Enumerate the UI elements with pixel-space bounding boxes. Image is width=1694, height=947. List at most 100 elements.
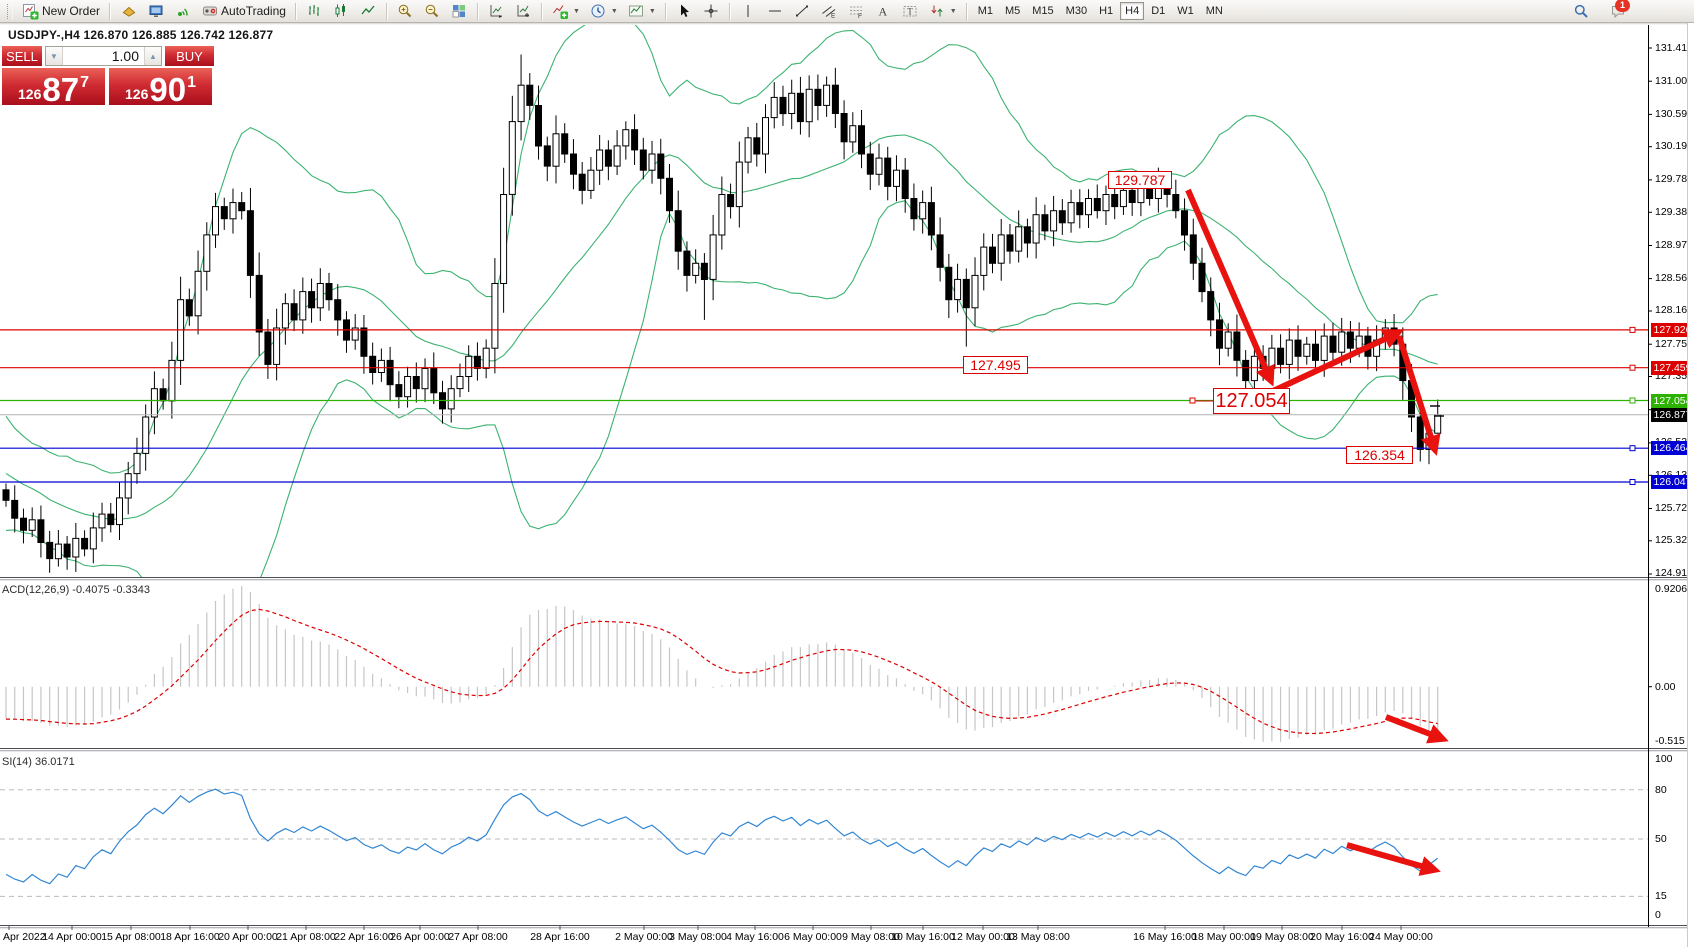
zoom-in-icon[interactable] [392,2,419,21]
tf-mn-button[interactable]: MN [1205,5,1223,17]
time-axis-tick: 21 Apr 08:00 [276,931,336,943]
expert-advisors-icon[interactable] [115,2,142,21]
profile-charts-icon[interactable] [483,2,510,21]
level-price-label[interactable]: 127.926 [1651,323,1694,337]
time-axis-tick: 19 May 08:00 [1250,931,1314,943]
price-annotation-127.054[interactable]: 127.054 [1213,388,1290,414]
vertical-line-icon[interactable] [735,2,762,21]
chart-bars-icon[interactable] [301,2,328,21]
volume-input[interactable]: 1.00 [111,48,139,64]
price-axis-tick: 130.590 [1655,108,1693,120]
tf-m5-button[interactable]: M5 [1004,5,1021,17]
price-axis-tick: 129.380 [1655,206,1693,218]
time-axis-tick: 26 Apr 00:00 [390,931,450,943]
templates-button[interactable]: ▼ [623,1,661,22]
current-price-label: 126.877 [1651,408,1694,422]
hline-handle[interactable] [1629,445,1636,452]
trendline-icon[interactable] [789,2,816,21]
time-axis-tick: 6 May 00:00 [784,931,842,943]
price-axis-tick: 131.410 [1655,42,1693,54]
buy-price-pip: 1 [187,74,196,91]
zoom-out-icon[interactable] [419,2,446,21]
signals-icon[interactable] [169,2,196,21]
level-price-label[interactable]: 126.464 [1651,441,1694,455]
buy-price-box[interactable]: 126 90 1 [109,68,212,108]
tf-m1-button[interactable]: M1 [977,5,993,17]
level-price-label[interactable]: 127.054 [1651,394,1694,408]
chat-icon[interactable]: 1 [1604,0,1631,21]
volume-increase-button[interactable]: ▲ [144,47,161,65]
cursor-icon[interactable] [671,2,698,21]
tf-h1-button[interactable]: H1 [1099,5,1114,17]
svg-text:F: F [858,13,862,19]
rsi-indicator-label: SI(14) 36.0171 [2,756,75,768]
fibonacci-icon[interactable]: F [843,2,870,21]
sell-button[interactable]: SELL [2,46,42,66]
macd-axis-zero: 0.00 [1655,681,1676,693]
buy-button[interactable]: BUY [165,46,214,66]
hline-handle[interactable] [1629,397,1636,404]
autotrading-button[interactable]: AutoTrading [196,1,291,22]
triangle-up-icon: ▲ [149,51,157,61]
price-annotation-127.495[interactable]: 127.495 [963,356,1028,374]
bollinger-upper-band [5,25,1438,474]
chevron-down-icon: ▼ [648,7,656,15]
sell-price-box[interactable]: 126 87 7 [2,68,105,108]
tf-w1-button[interactable]: W1 [1177,5,1194,17]
templates-icon [628,3,645,20]
channel-icon[interactable]: E [816,2,843,21]
tf-m15-button[interactable]: M15 [1032,5,1054,17]
hline-handle[interactable] [1629,326,1636,333]
horizontal-line-icon[interactable] [762,2,789,21]
trend-arrow-5[interactable] [1346,842,1441,876]
price-annotation-126.354[interactable]: 126.354 [1346,446,1413,464]
tf-m30-button[interactable]: M30 [1065,5,1088,17]
sell-price-main: 87 [42,71,80,108]
text-icon[interactable]: A [870,2,897,21]
level-price-label[interactable]: 126.047 [1651,475,1694,489]
chart-candles-icon[interactable] [328,2,355,21]
indicators-button[interactable]: ▼ [547,1,585,22]
price-axis-tick: 125.320 [1655,534,1693,546]
price-annotation-129.787[interactable]: 129.787 [1108,171,1172,189]
time-axis-tick: 15 Apr 08:00 [101,931,161,943]
crosshair-icon[interactable] [698,2,725,21]
sell-price-big-figure: 126 [18,86,42,102]
trend-arrow-3[interactable] [1396,335,1441,456]
svg-text:T: T [907,7,913,17]
time-axis-tick: 10 May 16:00 [891,931,955,943]
trend-arrow-2[interactable] [1271,329,1404,394]
terminal-icon[interactable] [142,2,169,21]
tf-d1-button[interactable]: D1 [1151,5,1166,17]
tile-windows-icon[interactable] [446,2,473,21]
bollinger-lower-band [5,200,1439,577]
time-axis-tick: Apr 2022 [3,931,46,943]
new-order-button[interactable]: New Order [17,1,105,22]
level-price-label[interactable]: 127.459 [1651,361,1694,375]
rsi-axis-tick: 15 [1655,890,1667,902]
periods-button[interactable]: ▼ [585,1,623,22]
search-icon[interactable] [1567,2,1594,21]
hline-handle[interactable] [1629,479,1636,485]
volume-decrease-button[interactable]: ▼ [46,47,63,65]
shapes-button[interactable]: ▼ [924,1,962,22]
svg-text:A: A [879,5,888,19]
profile-save-icon[interactable] [510,2,537,21]
chart-line-icon[interactable] [355,2,382,21]
separator [109,2,112,20]
hline-handle[interactable] [1629,364,1636,371]
autotrading-label: AutoTrading [221,4,286,18]
macd-pane [5,586,1439,742]
chevron-down-icon: ▼ [610,7,618,15]
buy-price-main: 90 [149,71,187,108]
tf-h4-button[interactable]: H4 [1120,2,1145,20]
text-label-icon[interactable]: T [897,2,924,21]
trend-arrow-1[interactable] [1185,188,1275,387]
trend-arrow-4[interactable] [1384,714,1449,744]
time-axis-tick: 4 May 16:00 [726,931,784,943]
volume-spinner: ▼ 1.00 ▲ [45,46,162,66]
price-axis-tick: 125.720 [1655,502,1693,514]
ohlc-header: USDJPY-,H4 126.870 126.885 126.742 126.8… [8,28,274,42]
